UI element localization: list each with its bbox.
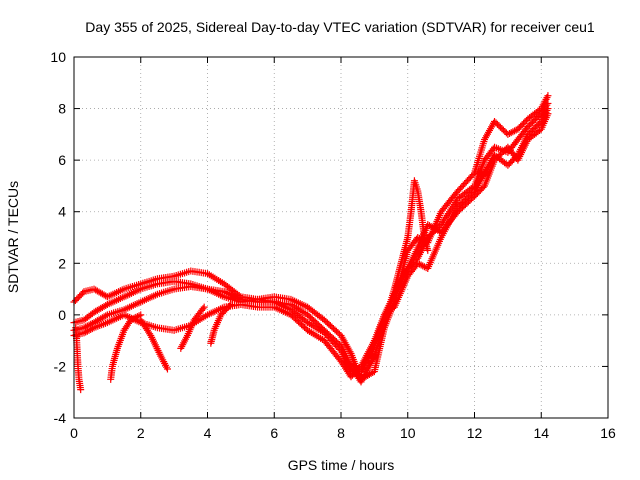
x-tick-label: 16	[600, 425, 616, 441]
data-point-marker	[509, 128, 517, 136]
data-point-marker	[225, 302, 233, 310]
y-axis-label: SDTVAR / TECUs	[5, 181, 21, 293]
data-point-marker	[200, 303, 208, 311]
data-point-marker	[80, 329, 88, 337]
data-point-marker	[227, 301, 235, 309]
data-point-marker	[72, 324, 80, 332]
data-point-marker	[132, 313, 140, 321]
data-point-marker	[506, 129, 514, 137]
x-tick-label: 8	[337, 425, 345, 441]
y-tick-label: 6	[58, 152, 66, 168]
chart-title: Day 355 of 2025, Sidereal Day-to-day VTE…	[85, 19, 595, 35]
data-point-marker	[507, 129, 515, 137]
y-tick-label: 10	[50, 49, 66, 65]
data-point-marker	[415, 260, 423, 268]
data-point-marker	[128, 315, 136, 323]
data-point-marker	[511, 127, 519, 135]
data-point-marker	[83, 327, 91, 335]
series-dip-3.5h	[177, 303, 208, 352]
data-point-marker	[88, 325, 96, 333]
data-point-marker	[417, 261, 425, 269]
data-point-marker	[544, 110, 552, 118]
series-arc-main	[70, 92, 552, 383]
x-tick-label: 0	[70, 425, 78, 441]
y-tick-label: 8	[58, 101, 66, 117]
y-tick-label: 0	[58, 307, 66, 323]
x-tick-label: 4	[204, 425, 212, 441]
data-point-marker	[127, 316, 135, 324]
x-tick-label: 10	[400, 425, 416, 441]
series-dip-1h	[107, 311, 145, 383]
series-arc-low-3	[70, 110, 552, 381]
data-point-marker	[87, 325, 95, 333]
x-tick-label: 12	[467, 425, 483, 441]
x-tick-label: 14	[533, 425, 549, 441]
data-point-marker	[146, 330, 154, 338]
data-point-marker	[85, 326, 93, 334]
x-tick-label: 2	[137, 425, 145, 441]
data-point-marker	[102, 302, 110, 310]
series-dip-3h	[137, 316, 171, 373]
data-point-marker	[130, 314, 138, 322]
data-point-marker	[135, 312, 143, 320]
y-tick-label: 2	[58, 255, 66, 271]
x-tick-label: 6	[270, 425, 278, 441]
data-point-marker	[424, 246, 432, 254]
data-point-marker	[435, 227, 443, 235]
series-spike-10h	[390, 177, 432, 293]
data-point-marker	[544, 92, 552, 100]
data-point-marker	[504, 130, 512, 138]
data-point-marker	[163, 365, 171, 373]
data-point-marker	[469, 171, 477, 179]
data-point-marker	[414, 259, 422, 267]
y-tick-label: 4	[58, 204, 66, 220]
axis-ticks: 0 2 4 6 8 10 12 14 16 -4 -2 0 2 4 6 8 10	[50, 49, 616, 441]
x-axis-label: GPS time / hours	[288, 457, 395, 473]
data-point-marker	[102, 312, 110, 320]
data-point-marker	[302, 317, 310, 325]
data-point-marker	[199, 305, 207, 313]
y-tick-label: -4	[54, 410, 67, 426]
data-point-marker	[82, 328, 90, 336]
data-marks	[70, 92, 552, 394]
data-point-marker	[419, 262, 427, 270]
series-dip-4h	[207, 301, 235, 347]
data-point-marker	[133, 313, 141, 321]
y-tick-label: -2	[54, 358, 67, 374]
plot-frame	[73, 56, 609, 419]
series-arc-low-1	[70, 99, 552, 386]
